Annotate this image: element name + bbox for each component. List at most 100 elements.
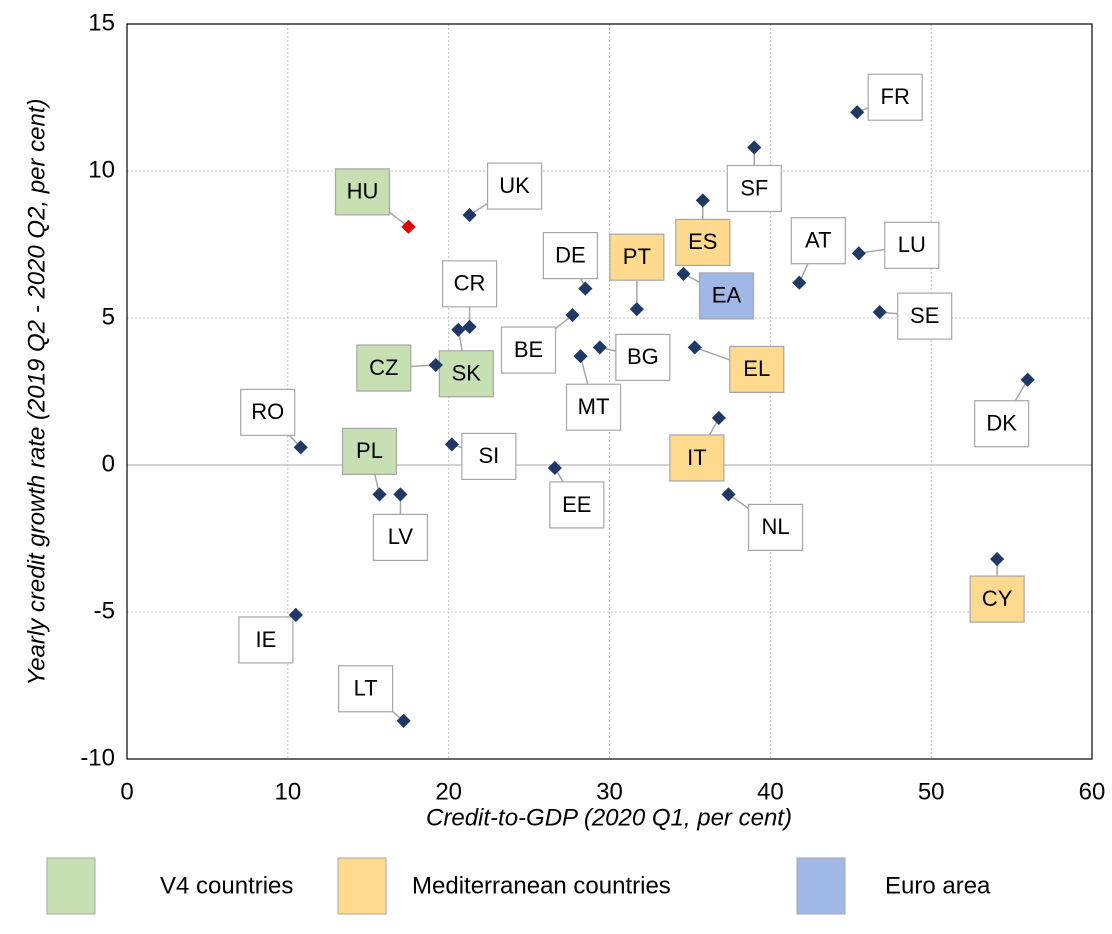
point bbox=[578, 281, 593, 296]
point bbox=[428, 357, 443, 373]
point-label: CY bbox=[982, 586, 1013, 611]
point-label: ES bbox=[688, 229, 717, 254]
label-box bbox=[542, 232, 598, 280]
x-tick-label: 20 bbox=[435, 778, 462, 805]
label-box bbox=[790, 217, 846, 265]
label-box bbox=[500, 326, 557, 374]
legend-label: Euro area bbox=[885, 872, 991, 899]
x-axis-title: Credit-to-GDP (2020 Q1, per cent) bbox=[426, 804, 792, 831]
label-box bbox=[969, 575, 1025, 623]
legend-label: Mediterranean countries bbox=[412, 872, 671, 899]
point-label: FR bbox=[881, 84, 910, 109]
legend: V4 countries Mediterranean countries Euro … bbox=[46, 857, 991, 915]
y-tick-label: -5 bbox=[94, 597, 115, 624]
plot-frame bbox=[126, 23, 1093, 760]
legend-swatch bbox=[337, 857, 387, 915]
point bbox=[547, 460, 562, 476]
label-box bbox=[867, 73, 923, 121]
label-box bbox=[461, 432, 517, 481]
y-tick-label: 0 bbox=[102, 450, 115, 477]
legend-label: V4 countries bbox=[160, 872, 293, 899]
point bbox=[396, 713, 411, 728]
point bbox=[851, 246, 866, 261]
label-box bbox=[974, 400, 1030, 448]
point-label: EA bbox=[712, 283, 742, 308]
point bbox=[676, 266, 691, 281]
point-label: SE bbox=[910, 303, 939, 328]
x-tick-label: 10 bbox=[274, 778, 301, 805]
point bbox=[629, 302, 644, 317]
label-box bbox=[884, 221, 940, 269]
point bbox=[565, 307, 580, 323]
point-label: SI bbox=[478, 443, 499, 468]
point-label: LT bbox=[354, 676, 378, 701]
label-box bbox=[441, 260, 498, 308]
point bbox=[573, 349, 588, 364]
point-label: BG bbox=[627, 344, 659, 369]
point-label: DK bbox=[986, 411, 1017, 436]
x-tick-label: 30 bbox=[596, 778, 623, 805]
point bbox=[592, 340, 607, 355]
label-box bbox=[747, 503, 804, 551]
label-box bbox=[897, 292, 953, 340]
y-tick-label: 15 bbox=[88, 9, 115, 36]
label-box bbox=[565, 383, 622, 431]
label-box bbox=[698, 272, 755, 320]
point-label: LV bbox=[388, 524, 414, 549]
label-box bbox=[729, 345, 785, 393]
point bbox=[695, 193, 710, 208]
point-label: LU bbox=[898, 232, 926, 257]
point bbox=[747, 140, 762, 155]
y-tick-label: -10 bbox=[80, 744, 115, 771]
label-box bbox=[669, 434, 725, 482]
point-label: BE bbox=[514, 337, 543, 362]
point-label: MT bbox=[578, 394, 610, 419]
label-box bbox=[549, 481, 605, 529]
y-tick-label: 5 bbox=[102, 303, 115, 330]
point-label: IT bbox=[687, 445, 707, 470]
point bbox=[444, 437, 459, 452]
label-box bbox=[338, 665, 394, 713]
point bbox=[293, 440, 308, 455]
y-axis-title: Yearly credit growth rate (2019 Q2 - 202… bbox=[23, 99, 50, 686]
point-label: EE bbox=[562, 492, 591, 517]
label-box bbox=[615, 333, 671, 381]
point-label: PT bbox=[623, 244, 651, 269]
point bbox=[687, 340, 702, 355]
point-label: IE bbox=[255, 627, 276, 652]
label-box bbox=[486, 162, 543, 210]
point bbox=[288, 607, 303, 623]
legend-swatch bbox=[46, 857, 96, 915]
label-box bbox=[372, 513, 429, 562]
x-tick-label: 60 bbox=[1079, 778, 1106, 805]
label-box bbox=[240, 388, 296, 436]
point bbox=[462, 319, 477, 334]
point-label: CZ bbox=[369, 355, 398, 380]
label-box bbox=[238, 616, 294, 664]
point bbox=[393, 487, 408, 502]
legend-swatch bbox=[796, 857, 846, 915]
point bbox=[872, 305, 887, 320]
point bbox=[711, 410, 726, 426]
point bbox=[990, 552, 1005, 567]
point-label: DE bbox=[555, 242, 586, 267]
label-box bbox=[675, 218, 731, 266]
point bbox=[792, 275, 807, 290]
label-box bbox=[334, 168, 391, 216]
point-label: RO bbox=[251, 399, 284, 424]
y-tick-label: 10 bbox=[88, 156, 115, 183]
x-tick-label: 0 bbox=[120, 778, 133, 805]
label-box bbox=[356, 344, 412, 392]
point bbox=[462, 208, 477, 223]
point bbox=[850, 105, 865, 120]
point bbox=[451, 322, 466, 337]
point-label: SK bbox=[452, 361, 482, 386]
point-label: HU bbox=[347, 179, 379, 204]
x-tick-label: 50 bbox=[918, 778, 945, 805]
point-label: UK bbox=[499, 173, 530, 198]
label-box bbox=[341, 427, 398, 475]
point-labels: HU UK FR SF ES DE PT EA AT LU SE CR SK CZ BE BG MT EL DK CY… bbox=[238, 73, 1030, 722]
point-label: AT bbox=[805, 228, 831, 253]
point-label: SF bbox=[740, 175, 768, 200]
point bbox=[401, 219, 416, 234]
